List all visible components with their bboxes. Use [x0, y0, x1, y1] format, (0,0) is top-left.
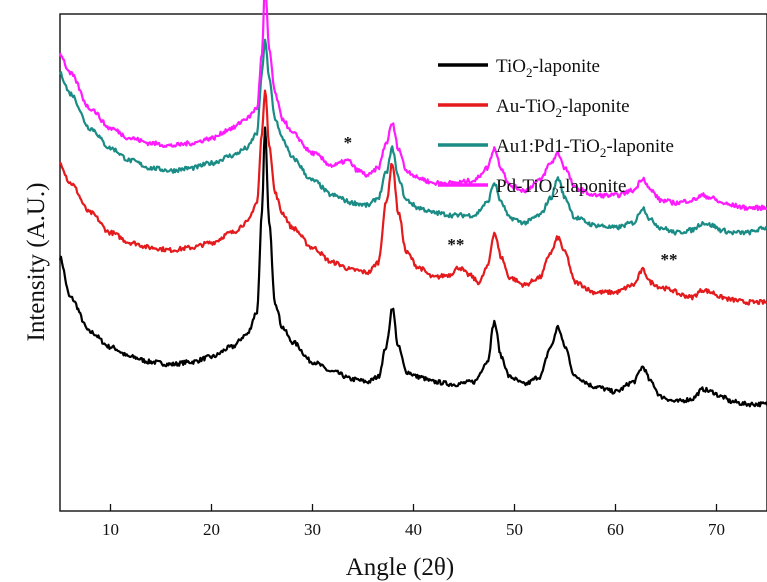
x-tick-label: 60 [607, 520, 624, 539]
peak-annotation: ** [447, 235, 464, 254]
x-axis-ticks: 10 20 30 40 50 60 70 [102, 504, 725, 539]
legend-label: Au1:Pd1-TiO2-laponite [496, 136, 674, 160]
series-line [58, 126, 767, 408]
legend: TiO2-laponite Au-TiO2-laponite Au1:Pd1-TiO… [438, 56, 674, 200]
y-axis-title: Intensity (A.U.) [23, 183, 50, 342]
series-line [59, 89, 767, 306]
legend-label: TiO2-laponite [496, 56, 600, 80]
x-tick-label: 30 [304, 520, 321, 539]
x-tick-label: 70 [708, 520, 725, 539]
series-line [58, 38, 767, 236]
x-tick-label: 10 [102, 520, 119, 539]
legend-label: Au-TiO2-laponite [496, 96, 630, 120]
legend-label: Pd-TiO2-laponite [496, 176, 626, 200]
peak-annotation: * [344, 133, 353, 152]
series-line [58, 0, 767, 212]
peak-annotations: ***** [344, 133, 678, 269]
x-tick-label: 50 [506, 520, 523, 539]
x-tick-label: 40 [405, 520, 422, 539]
peak-annotation: ** [661, 250, 678, 269]
x-axis-title: Angle (2θ) [346, 554, 454, 581]
x-tick-label: 20 [203, 520, 220, 539]
series-lines [58, 0, 767, 408]
